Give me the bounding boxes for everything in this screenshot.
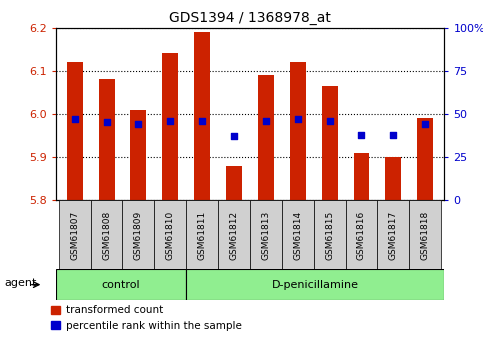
Bar [282, 200, 313, 269]
Bar [56, 269, 186, 300]
Text: GSM61810: GSM61810 [166, 210, 175, 260]
Text: GSM61811: GSM61811 [198, 210, 207, 260]
Point [262, 118, 270, 124]
Title: GDS1394 / 1368978_at: GDS1394 / 1368978_at [169, 11, 331, 25]
Text: GSM61817: GSM61817 [389, 210, 398, 260]
Bar [130, 109, 146, 200]
Point [199, 118, 206, 124]
Point [326, 118, 333, 124]
Point [71, 116, 79, 122]
Text: GSM61813: GSM61813 [261, 210, 270, 260]
Bar [218, 200, 250, 269]
Text: GSM61808: GSM61808 [102, 210, 111, 260]
Text: D-penicillamine: D-penicillamine [272, 280, 359, 289]
Point [421, 121, 429, 127]
Bar [322, 86, 338, 200]
Bar [345, 200, 377, 269]
Text: GSM61812: GSM61812 [229, 210, 239, 259]
Bar [313, 200, 345, 269]
Point [294, 116, 301, 122]
Legend: transformed count, percentile rank within the sample: transformed count, percentile rank withi… [51, 305, 242, 331]
Bar [67, 62, 83, 200]
Bar [186, 269, 444, 300]
Point [389, 132, 397, 137]
Bar [290, 62, 306, 200]
Point [135, 121, 142, 127]
Bar [155, 200, 186, 269]
Text: agent: agent [4, 278, 37, 288]
Text: control: control [101, 280, 140, 289]
Text: GSM61816: GSM61816 [357, 210, 366, 260]
Bar [186, 200, 218, 269]
Text: GSM61815: GSM61815 [325, 210, 334, 260]
Bar [417, 118, 433, 200]
Bar [377, 200, 409, 269]
Bar [385, 157, 401, 200]
Point [103, 120, 111, 125]
Point [357, 132, 365, 137]
Bar [354, 152, 369, 200]
Bar [99, 79, 114, 200]
Text: GSM61814: GSM61814 [293, 210, 302, 259]
Bar [250, 200, 282, 269]
Bar [162, 53, 178, 200]
Bar [194, 32, 210, 200]
Bar [409, 200, 441, 269]
Text: GSM61807: GSM61807 [70, 210, 79, 260]
Point [167, 118, 174, 124]
Text: GSM61809: GSM61809 [134, 210, 143, 260]
Bar [226, 166, 242, 200]
Bar [59, 200, 91, 269]
Bar [123, 200, 155, 269]
Bar [258, 75, 274, 200]
Bar [91, 200, 123, 269]
Point [230, 134, 238, 139]
Text: GSM61818: GSM61818 [421, 210, 430, 260]
